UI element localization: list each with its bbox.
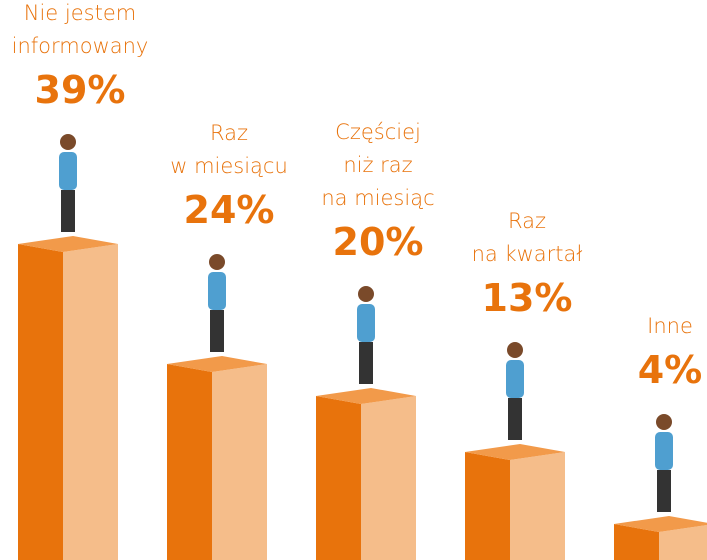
- person-body: [357, 304, 375, 342]
- person-legs: [61, 190, 75, 232]
- person-legs: [210, 310, 224, 352]
- bar-top: [614, 516, 707, 532]
- category-label: w miesiącu: [170, 154, 288, 178]
- category-label: Raz: [508, 209, 546, 233]
- value-label: 13%: [482, 276, 573, 320]
- category-label: na kwartał: [472, 242, 583, 266]
- bar-front: [614, 524, 659, 560]
- bar-front: [167, 364, 212, 560]
- person-body: [208, 272, 226, 310]
- bar-front: [18, 244, 63, 560]
- category-label: niż raz: [343, 153, 412, 177]
- value-label: 20%: [333, 220, 424, 264]
- bar-side: [63, 244, 118, 560]
- value-label: 39%: [35, 68, 126, 112]
- person-legs: [359, 342, 373, 384]
- person-body: [506, 360, 524, 398]
- value-label: 24%: [184, 188, 275, 232]
- category-label: Częściej: [335, 120, 421, 144]
- category-label: Inne: [647, 314, 693, 338]
- person-head: [358, 286, 374, 302]
- category-label: na miesiąc: [321, 186, 434, 210]
- bar-side: [510, 452, 565, 560]
- person-head: [60, 134, 76, 150]
- person-legs: [657, 470, 671, 512]
- bar-top: [167, 356, 267, 372]
- bar-front: [316, 396, 361, 560]
- category-label: informowany: [12, 34, 149, 58]
- bar-top: [465, 444, 565, 460]
- bar-front: [465, 452, 510, 560]
- person-legs: [508, 398, 522, 440]
- person-head: [507, 342, 523, 358]
- bar-side: [212, 364, 267, 560]
- person-body: [655, 432, 673, 470]
- person-head: [209, 254, 225, 270]
- bar-side: [361, 396, 416, 560]
- value-label: 4%: [638, 348, 703, 392]
- person-body: [59, 152, 77, 190]
- category-label: Raz: [210, 121, 248, 145]
- bar-side: [659, 525, 707, 560]
- category-label: Nie jestem: [24, 1, 136, 25]
- bar-top: [18, 236, 118, 252]
- person-head: [656, 414, 672, 430]
- bar-top: [316, 388, 416, 404]
